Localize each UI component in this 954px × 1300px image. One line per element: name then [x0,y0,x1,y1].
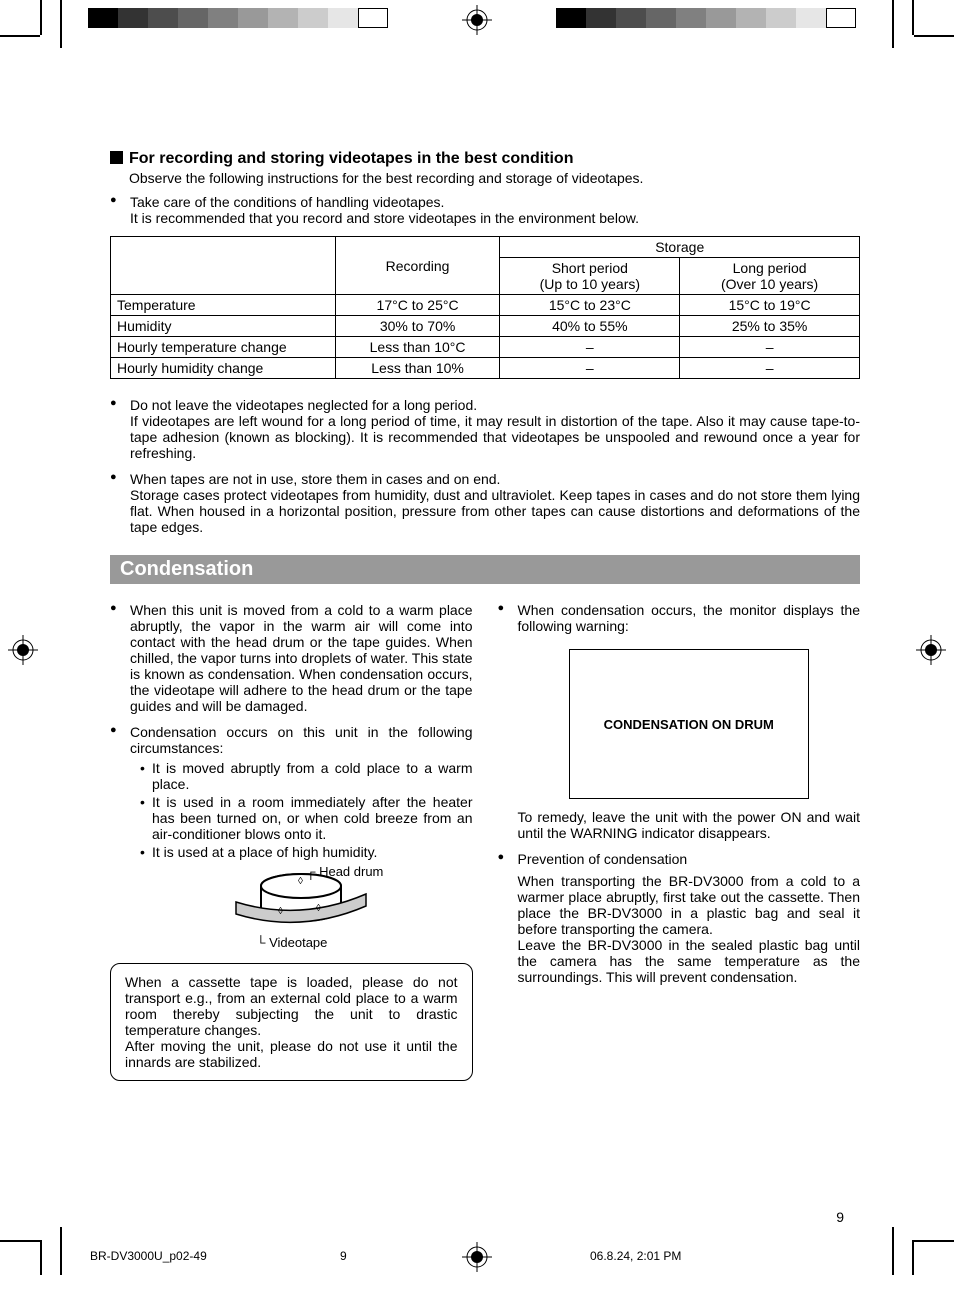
square-bullet-icon [110,151,123,164]
bullet-neglected: Do not leave the videotapes neglected fo… [110,397,860,461]
bullet-condensation-explain: When this unit is moved from a cold to a… [110,602,473,714]
sub-bullet-2: It is used in a room immediately after t… [140,794,473,842]
gray-calibration-bar-left [88,8,388,28]
sub-bullet-1: It is moved abruptly from a cold place t… [140,760,473,792]
col-short: Short period(Up to 10 years) [500,258,680,295]
table-row: Hourly humidity change Less than 10% – – [111,358,860,379]
section-subtitle: Observe the following instructions for t… [129,170,860,186]
bullet-warning-display: When condensation occurs, the monitor di… [498,602,861,841]
footer-timestamp: 06.8.24, 2:01 PM [590,1249,681,1263]
table-row: Temperature 17°C to 25°C 15°C to 23°C 15… [111,295,860,316]
col-recording: Recording [335,237,500,295]
footer-doc-id: BR-DV3000U_p02-49 [90,1249,207,1263]
head-drum-diagram: ┌ Head drum ◊ ◊ ◊ [130,864,473,939]
section-bar-condensation: Condensation [110,555,860,584]
bullet-condensation-circumstances: Condensation occurs on this unit in the … [110,724,473,953]
bullet-handling-conditions: Take care of the conditions of handling … [110,194,860,226]
warning-box: CONDENSATION ON DRUM [569,649,809,799]
table-row: Humidity 30% to 70% 40% to 55% 25% to 35… [111,316,860,337]
svg-text:◊: ◊ [298,876,303,887]
svg-text:◊: ◊ [316,903,321,914]
left-column: When this unit is moved from a cold to a… [110,594,473,1081]
registration-mark-right [916,635,946,665]
page-content: For recording and storing videotapes in … [110,150,860,1081]
table-row: Hourly temperature change Less than 10°C… [111,337,860,358]
registration-mark-left [8,635,38,665]
mid-bullet-list: Do not leave the videotapes neglected fo… [110,397,860,535]
section-title: For recording and storing videotapes in … [129,150,573,167]
registration-mark-bottom [462,1242,492,1272]
bullet-prevention: Prevention of condensation When transpor… [498,851,861,985]
col-storage: Storage [500,237,860,258]
footer-page: 9 [340,1249,347,1263]
section-heading: For recording and storing videotapes in … [110,150,860,186]
col-long: Long period(Over 10 years) [680,258,860,295]
right-column: When condensation occurs, the monitor di… [498,594,861,1081]
gray-calibration-bar-right [556,8,856,28]
page-footer: BR-DV3000U_p02-49 9 06.8.24, 2:01 PM [0,1235,954,1275]
top-bullet-list: Take care of the conditions of handling … [110,194,860,226]
environment-table: Recording Storage Short period(Up to 10 … [110,236,860,379]
svg-text:◊: ◊ [278,906,283,917]
registration-mark-top [462,5,492,35]
sub-bullet-3: It is used at a place of high humidity. [140,844,473,860]
note-box: When a cassette tape is loaded, please d… [110,963,473,1081]
bullet-cases: When tapes are not in use, store them in… [110,471,860,535]
page-number: 9 [836,1209,844,1225]
